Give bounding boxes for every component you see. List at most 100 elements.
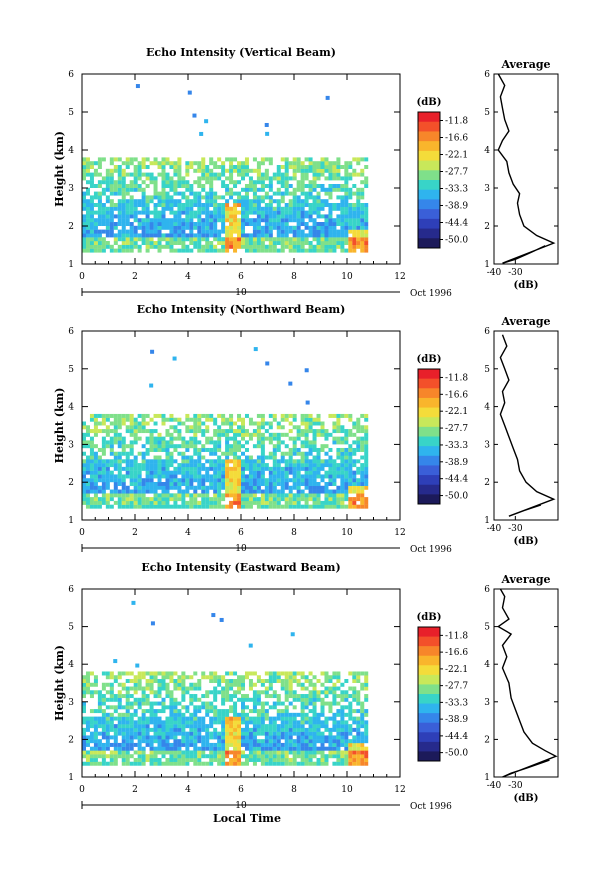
heatmap-cell <box>141 161 146 166</box>
heatmap-cell <box>272 172 277 177</box>
heatmap-cell <box>213 504 218 509</box>
heatmap-cell <box>268 671 273 676</box>
heatmap-cell <box>141 229 146 234</box>
heatmap-cell <box>197 735 202 740</box>
heatmap-cell <box>268 425 273 430</box>
heatmap-cell <box>356 478 361 483</box>
heatmap-cell <box>352 463 357 468</box>
heatmap-cell <box>264 481 269 486</box>
heatmap-cell <box>252 727 257 732</box>
heatmap-cell <box>264 233 269 238</box>
heatmap-cell <box>284 165 289 169</box>
heatmap-cell <box>316 451 321 456</box>
heatmap-cell <box>101 413 106 418</box>
heatmap-cell <box>225 451 230 456</box>
heatmap-cell <box>93 184 98 188</box>
heatmap-cell <box>292 413 297 418</box>
heatmap-cell <box>137 697 142 702</box>
heatmap-cell <box>233 485 238 490</box>
heatmap-cell <box>280 165 285 169</box>
heatmap-cell <box>316 697 321 702</box>
heatmap-cell <box>284 682 289 687</box>
heatmap-cell <box>205 485 210 490</box>
heatmap-cell <box>197 493 202 498</box>
heatmap-cell <box>201 421 206 426</box>
heatmap-cell <box>133 157 138 162</box>
heatmap-cell <box>308 757 313 762</box>
heatmap-cell <box>312 727 317 732</box>
heatmap-cell <box>304 225 309 230</box>
heatmap-cell <box>82 478 86 483</box>
heatmap-cell <box>320 489 325 494</box>
heatmap-cell <box>237 497 242 502</box>
heatmap-cell <box>248 199 253 204</box>
heatmap-cell <box>221 690 226 695</box>
heatmap-cell <box>284 742 289 747</box>
heatmap-cell <box>193 241 198 245</box>
heatmap-cell <box>304 757 309 762</box>
heatmap-cell <box>352 206 357 211</box>
heatmap-cell <box>197 757 202 762</box>
heatmap-cell <box>189 754 194 759</box>
heatmap-cell <box>284 413 289 418</box>
heatmap-cell <box>165 225 170 230</box>
heatmap-cell <box>113 746 118 751</box>
heatmap-cell <box>181 237 186 242</box>
heatmap-cell <box>89 436 94 441</box>
heatmap-cell <box>177 686 182 691</box>
heatmap-cell <box>225 210 230 215</box>
heatmap-cell <box>121 478 126 483</box>
heatmap-cell <box>248 478 253 483</box>
heatmap-cell <box>280 478 285 483</box>
heatmap-cell <box>113 429 118 434</box>
heatmap-cell <box>344 694 349 699</box>
heatmap-cell <box>300 176 305 181</box>
heatmap-cell <box>280 191 285 196</box>
heatmap-cell <box>133 440 138 445</box>
heatmap-cell <box>177 497 182 502</box>
heatmap-cell <box>284 229 289 234</box>
heatmap-cell <box>292 237 297 242</box>
heatmap-cell <box>145 754 150 759</box>
heatmap-cell <box>233 735 238 740</box>
heatmap-cell <box>161 675 166 680</box>
colorbar-swatch <box>418 741 440 752</box>
heatmap-cell <box>213 742 218 747</box>
heatmap-cell <box>308 742 313 747</box>
heatmap-cell <box>109 489 114 494</box>
colorbar-tick-label: -22.1 <box>445 407 468 417</box>
heatmap-cell <box>93 195 98 200</box>
heatmap-cell <box>209 724 214 729</box>
heatmap-cell <box>161 440 166 445</box>
heatmap-cell <box>225 761 230 766</box>
colorbar-swatch <box>418 436 440 447</box>
colorbar-swatch <box>418 397 440 409</box>
heatmap-cell <box>205 690 210 695</box>
heatmap-cell <box>237 712 242 717</box>
heatmap-cell <box>300 742 305 747</box>
heatmap-cell <box>89 206 94 211</box>
heatmap-cell <box>177 225 182 230</box>
heatmap-cell <box>177 489 182 494</box>
heatmap-cell <box>233 746 238 751</box>
heatmap-cell <box>135 84 140 89</box>
heatmap-cell <box>153 210 158 215</box>
heatmap-cell <box>101 421 106 426</box>
heatmap-cell <box>129 244 134 249</box>
heatmap-cell <box>332 742 337 747</box>
heatmap-cell <box>177 481 182 486</box>
heatmap-cell <box>348 724 353 729</box>
heatmap-cell <box>256 210 261 215</box>
heatmap-cell <box>312 436 317 441</box>
heatmap-cell <box>244 694 249 699</box>
heatmap-cell <box>89 210 94 215</box>
heatmap-cell <box>205 497 210 502</box>
heatmap-cell <box>97 709 102 714</box>
heatmap-cell <box>193 447 198 452</box>
heatmap-cell <box>348 463 353 468</box>
heatmap-cell <box>169 750 174 755</box>
heatmap-cell <box>165 184 170 188</box>
heatmap-cell <box>336 241 341 245</box>
heatmap-cell <box>193 705 198 710</box>
heatmap-cell <box>125 489 130 494</box>
